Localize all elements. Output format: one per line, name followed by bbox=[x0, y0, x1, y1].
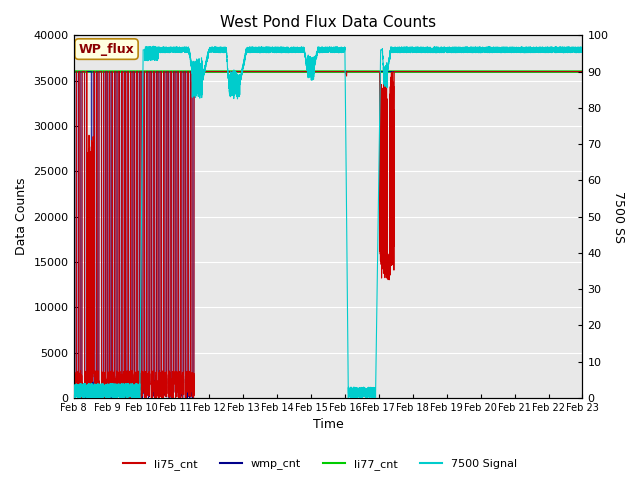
Legend: li75_cnt, wmp_cnt, li77_cnt, 7500 Signal: li75_cnt, wmp_cnt, li77_cnt, 7500 Signal bbox=[118, 455, 522, 474]
Text: WP_flux: WP_flux bbox=[79, 43, 134, 56]
Title: West Pond Flux Data Counts: West Pond Flux Data Counts bbox=[220, 15, 436, 30]
X-axis label: Time: Time bbox=[312, 419, 344, 432]
Y-axis label: Data Counts: Data Counts bbox=[15, 178, 28, 255]
Y-axis label: 7500 SS: 7500 SS bbox=[612, 191, 625, 243]
